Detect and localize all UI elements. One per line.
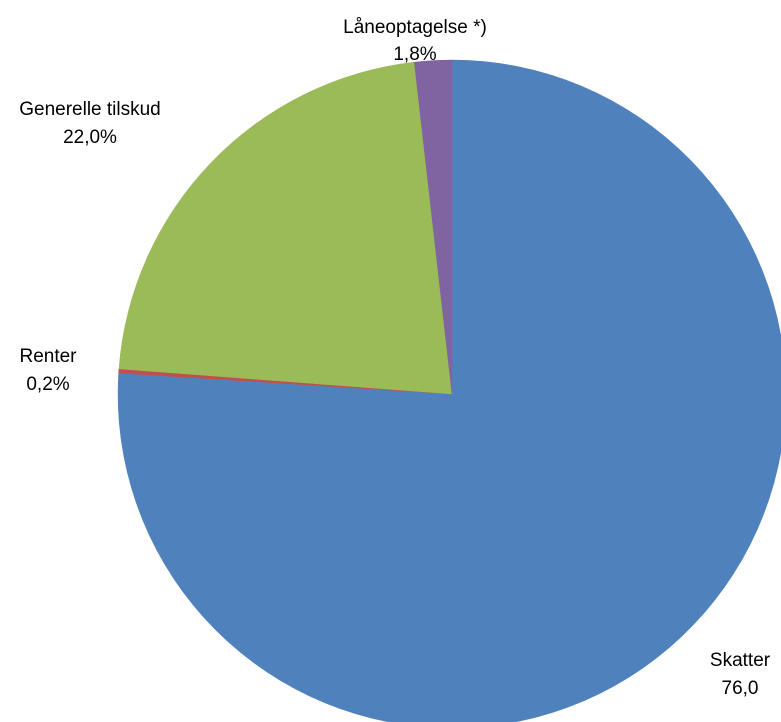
pie-slice-l-neoptagelse — [414, 59, 453, 395]
pie-slice-skatter — [117, 59, 781, 722]
pie-slice-generelle-tilskud — [118, 61, 453, 395]
slice-label-name-renter: Renter — [19, 346, 77, 367]
slice-label-value-l-neoptagelse: 1,8% — [393, 44, 436, 65]
slice-label-value-skatter: 76,0 — [722, 678, 759, 699]
slice-label-value-renter: 0,2% — [26, 374, 69, 395]
slice-label-name-generelle-tilskud: Generelle tilskud — [19, 99, 161, 120]
slice-label-name-skatter: Skatter — [710, 650, 771, 671]
slice-label-name-l-neoptagelse: Låneoptagelse *) — [343, 17, 487, 38]
slice-label-value-generelle-tilskud: 22,0% — [63, 127, 117, 148]
